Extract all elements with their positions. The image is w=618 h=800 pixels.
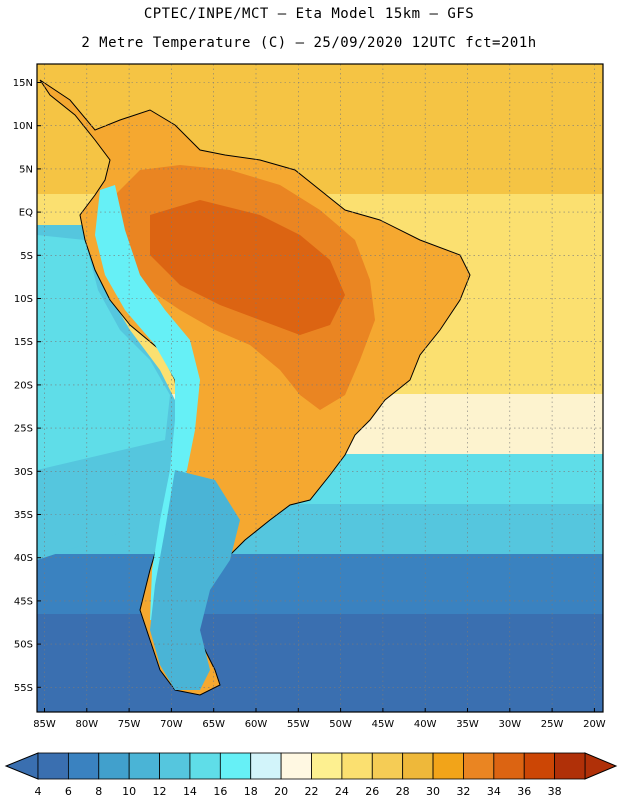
colorbar-label: 18: [244, 785, 258, 798]
colorbar-label: 28: [396, 785, 410, 798]
colorbar-segment: [523, 752, 556, 780]
lat-label: 30S: [14, 467, 33, 478]
lon-label: 30W: [498, 719, 521, 730]
colorbar-label: 16: [213, 785, 227, 798]
longitude-labels: 85W 80W 75W 70W 65W 60W 55W 50W 45W 40W 35W 30W 25W 2…: [33, 708, 606, 730]
map-frame: [36, 63, 604, 713]
colorbar-label: 12: [153, 785, 167, 798]
lat-label: 15N: [13, 78, 33, 89]
lon-label: 20W: [583, 719, 606, 730]
colorbar-segment: [463, 752, 495, 780]
colorbar-segment: [37, 752, 69, 780]
lon-label: 80W: [75, 719, 98, 730]
colorbar-label: 24: [335, 785, 349, 798]
colorbar-segment: [371, 752, 404, 780]
lon-label: 25W: [541, 719, 564, 730]
lon-label: 40W: [414, 719, 437, 730]
colorbar-label: 34: [487, 785, 501, 798]
lon-label: 45W: [372, 719, 395, 730]
colorbar-segment: [219, 752, 252, 780]
colorbar-label: 30: [426, 785, 440, 798]
colorbar-label: 6: [65, 785, 72, 798]
ocean-coldest: [37, 614, 603, 712]
colorbar-segment: [250, 752, 282, 780]
pacific-mild-zone: [37, 235, 170, 470]
colorbar-label: 36: [517, 785, 531, 798]
colorbar-label: 10: [122, 785, 136, 798]
colorbar-segment: [311, 752, 343, 780]
lat-label: 10N: [13, 121, 33, 132]
colorbar-segment: [280, 752, 312, 780]
colorbar-segment: [554, 752, 586, 780]
colorbar-segment: [402, 752, 434, 780]
colorbar: 4 6 8 10 12 14 16 18 20 22 24 26 28 30 32 34 36 38: [4, 752, 618, 798]
graticule: [37, 64, 603, 712]
lat-label: 50S: [14, 640, 33, 651]
lat-label: EQ: [19, 208, 33, 219]
interior-hottest-zone: [150, 200, 345, 335]
lat-label: 5N: [19, 164, 33, 175]
lon-label: 70W: [160, 719, 183, 730]
lon-label: 50W: [329, 719, 352, 730]
lat-label: 15S: [14, 337, 33, 348]
colorbar-left-arrow: [4, 752, 39, 780]
colorbar-segment: [189, 752, 221, 780]
map-title-line1: CPTEC/INPE/MCT – Eta Model 15km – GFS: [143, 6, 475, 22]
lat-label: 5S: [20, 251, 33, 262]
colorbar-label: 38: [548, 785, 562, 798]
colorbar-segment: [98, 752, 130, 780]
colorbar-segment: [341, 752, 373, 780]
colorbar-segment: [493, 752, 525, 780]
map-field: [37, 64, 603, 712]
lon-label: 55W: [287, 719, 310, 730]
lon-label: 85W: [33, 719, 56, 730]
lon-label: 65W: [202, 719, 225, 730]
colorbar-label: 22: [305, 785, 319, 798]
colorbar-segment: [159, 752, 191, 780]
colorbar-label: 26: [365, 785, 379, 798]
lon-label: 60W: [245, 719, 268, 730]
lat-label: 45S: [14, 596, 33, 607]
lon-label: 75W: [118, 719, 141, 730]
lat-label: 55S: [14, 683, 33, 694]
colorbar-label: 20: [274, 785, 288, 798]
lon-label: 35W: [456, 719, 479, 730]
lat-label: 40S: [14, 553, 33, 564]
lat-label: 10S: [14, 294, 33, 305]
colorbar-segment: [67, 752, 100, 780]
colorbar-segment: [128, 752, 160, 780]
colorbar-label: 14: [183, 785, 197, 798]
ocean-cold: [37, 554, 603, 614]
colorbar-right-arrow: [584, 752, 618, 780]
lat-label: 20S: [14, 380, 33, 391]
map-title-line2: 2 Metre Temperature (C) – 25/09/2020 12U…: [81, 35, 537, 51]
lat-label: 35S: [14, 510, 33, 521]
patagonia-cold-zone: [150, 470, 240, 690]
latitude-labels: 15N 10N 5N EQ 5S 10S 15S 20S 25S 30S 35S 40S 45S 50S 5…: [13, 78, 41, 694]
colorbar-segment: [432, 752, 464, 780]
colorbar-label: 4: [35, 785, 42, 798]
colorbar-label: 32: [456, 785, 470, 798]
colorbar-label: 8: [95, 785, 102, 798]
lat-label: 25S: [14, 424, 33, 435]
